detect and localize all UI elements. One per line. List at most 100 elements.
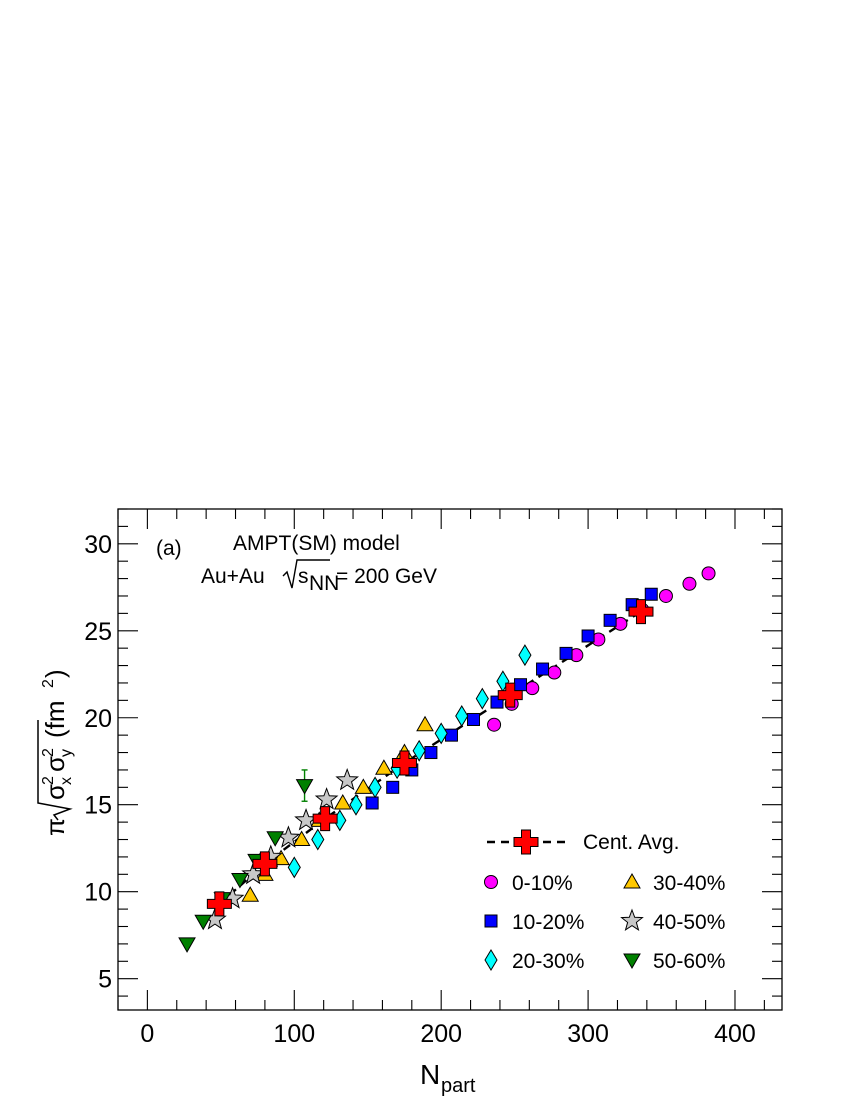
y-tick-label: 10 bbox=[84, 879, 112, 907]
data-point-square bbox=[559, 646, 573, 660]
x-tick-label: 100 bbox=[273, 1020, 315, 1048]
data-point-triangle-down bbox=[266, 831, 285, 847]
data-point-diamond bbox=[349, 793, 363, 816]
data-point-diamond bbox=[287, 856, 301, 879]
y-tick-label: 15 bbox=[84, 792, 112, 820]
average-point-cross bbox=[628, 599, 654, 625]
data-point-diamond bbox=[455, 705, 469, 727]
data-point-triangle-up bbox=[354, 778, 373, 794]
y-title-sigma-2: σ bbox=[40, 756, 70, 772]
data-point-triangle-down bbox=[194, 914, 213, 931]
data-point-triangle-down bbox=[295, 779, 314, 795]
data-point-star bbox=[335, 767, 359, 791]
average-point-cross bbox=[312, 806, 338, 832]
y-tick-label: 20 bbox=[84, 705, 112, 733]
legend-marker-avg bbox=[513, 829, 539, 855]
data-point-square bbox=[386, 780, 400, 794]
data-point-diamond bbox=[518, 644, 532, 667]
legend-marker-circle bbox=[484, 875, 498, 889]
average-point-cross bbox=[497, 682, 523, 708]
legend-label-50-60: 50-60% bbox=[653, 950, 725, 973]
y-tick-label: 30 bbox=[84, 531, 112, 559]
model-label: AMPT(SM) model bbox=[233, 532, 400, 555]
plot-frame bbox=[117, 508, 783, 1011]
data-point-square bbox=[581, 629, 595, 643]
y-title-pi: π bbox=[40, 818, 70, 836]
y-axis-title: π σ 2 x σ 2 y (fm 2 ) bbox=[37, 669, 75, 836]
energy-subscript: NN bbox=[309, 572, 339, 595]
legend-label-0-10: 0-10% bbox=[512, 872, 573, 895]
y-title-sub-x: x bbox=[58, 777, 75, 785]
data-point-circle bbox=[487, 717, 502, 732]
legend-marker-triangle-up bbox=[623, 872, 641, 889]
data-point-triangle-up bbox=[416, 715, 434, 732]
y-title-sigma-1: σ bbox=[40, 784, 70, 800]
data-point-circle bbox=[547, 665, 562, 680]
y-tick-label: 25 bbox=[84, 618, 112, 646]
data-point-square bbox=[467, 712, 481, 726]
y-title-unit-sup: 2 bbox=[40, 679, 57, 688]
system-label: Au+Au bbox=[201, 565, 265, 588]
y-title-sub-y: y bbox=[58, 749, 75, 757]
axis-ticks bbox=[117, 508, 782, 1010]
data-point-triangle-down bbox=[231, 873, 249, 889]
data-point-circle bbox=[701, 566, 716, 581]
legend-label-20-30: 20-30% bbox=[512, 950, 584, 973]
data-point-star bbox=[314, 787, 339, 810]
legend-marker-square bbox=[484, 914, 498, 928]
x-tick-label: 400 bbox=[714, 1020, 756, 1048]
data-point-square bbox=[514, 678, 528, 692]
y-title-sqrt bbox=[37, 720, 73, 821]
average-point-cross bbox=[206, 891, 232, 917]
energy-value: = 200 GeV bbox=[336, 565, 437, 588]
legend-marker-star bbox=[620, 908, 644, 932]
average-point-cross bbox=[391, 750, 417, 776]
average-point-cross bbox=[252, 851, 278, 877]
tick-labels: 0 100 200 300 400 5 10 15 20 25 30 bbox=[84, 531, 756, 1048]
data-point-diamond bbox=[412, 739, 426, 762]
x-tick-label: 0 bbox=[140, 1020, 154, 1048]
data-point-triangle-up bbox=[241, 886, 260, 902]
legend-label-30-40: 30-40% bbox=[653, 872, 725, 895]
x-axis-title-sub: part bbox=[441, 1075, 476, 1097]
y-title-sup-2: 2 bbox=[40, 748, 57, 757]
energy-symbol: s bbox=[298, 565, 309, 588]
data-point-square bbox=[603, 613, 617, 627]
panel-label: (a) bbox=[156, 537, 182, 560]
data-markers bbox=[178, 566, 716, 953]
plot-border bbox=[117, 508, 783, 1011]
data-point-triangle-up bbox=[375, 759, 393, 775]
legend-markers bbox=[484, 829, 644, 971]
y-title-unit: (fm bbox=[40, 700, 70, 738]
legend: Cent. Avg. 0-10% 30-40% 10-20% 40-50% 20… bbox=[484, 829, 725, 973]
data-point-square bbox=[444, 728, 458, 742]
data-point-square bbox=[365, 796, 379, 810]
y-title-unit-close: ) bbox=[40, 669, 70, 678]
legend-label-10-20: 10-20% bbox=[512, 911, 584, 934]
data-point-square bbox=[644, 587, 658, 601]
data-point-circle bbox=[658, 588, 673, 603]
data-point-diamond bbox=[368, 776, 382, 799]
x-axis-title-main: N bbox=[420, 1059, 440, 1090]
x-tick-label: 300 bbox=[567, 1020, 609, 1048]
data-point-triangle-up bbox=[292, 830, 311, 847]
data-point-triangle-up bbox=[333, 793, 352, 810]
data-point-circle bbox=[525, 681, 540, 696]
data-point-diamond bbox=[475, 687, 489, 710]
data-point-triangle-down bbox=[178, 937, 196, 953]
legend-marker-diamond bbox=[484, 949, 498, 971]
legend-label-40-50: 40-50% bbox=[653, 911, 725, 934]
legend-label-avg: Cent. Avg. bbox=[583, 831, 680, 854]
x-axis-title: N part bbox=[420, 1059, 476, 1097]
data-point-square bbox=[424, 746, 438, 760]
y-title-sup-1: 2 bbox=[40, 776, 57, 785]
y-tick-label: 5 bbox=[98, 966, 112, 994]
data-point-diamond bbox=[434, 722, 448, 745]
data-point-diamond bbox=[311, 828, 325, 851]
data-point-circle bbox=[682, 576, 697, 591]
sqrt-symbol bbox=[282, 559, 330, 589]
legend-marker-triangle-down bbox=[623, 953, 641, 970]
energy-label: Au+Au s NN = 200 GeV bbox=[201, 559, 437, 595]
data-point-square bbox=[536, 662, 550, 676]
